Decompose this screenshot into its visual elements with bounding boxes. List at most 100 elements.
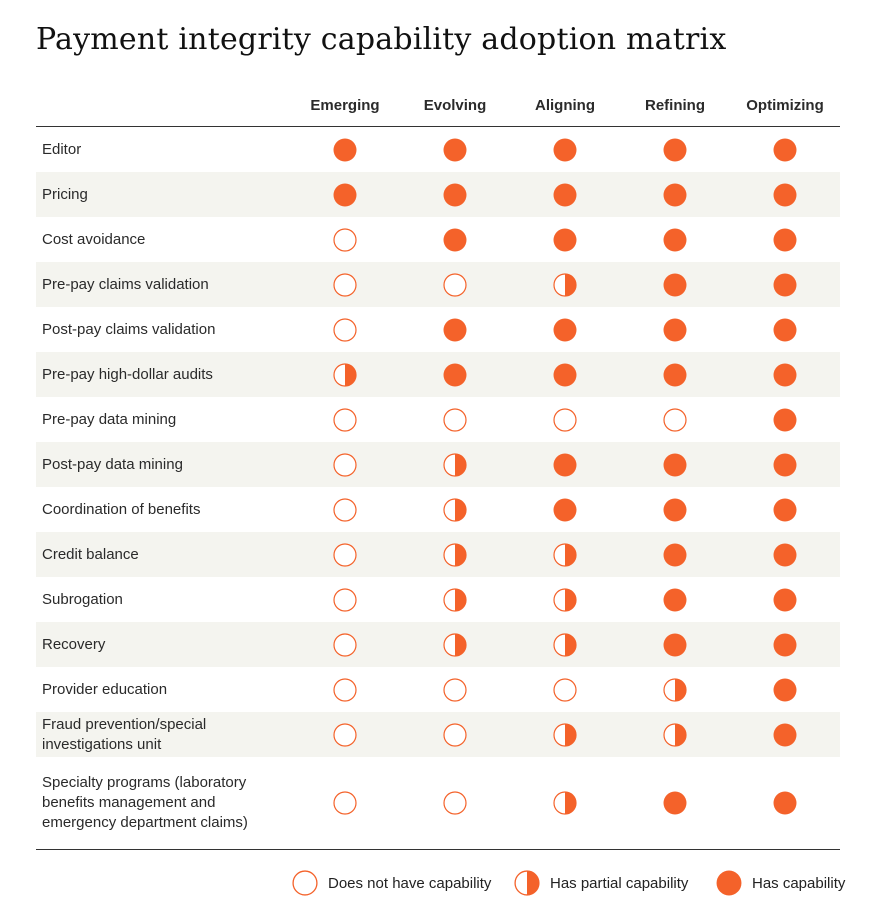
capability-marker-none	[333, 227, 357, 252]
table-row: Credit balance	[36, 532, 840, 577]
capability-marker-partial	[553, 272, 577, 297]
capability-marker-full	[443, 138, 467, 162]
capability-marker-full	[663, 183, 687, 207]
table-row: Pre-pay claims validation	[36, 262, 840, 307]
capability-marker-partial	[553, 722, 577, 747]
table-row: Recovery	[36, 622, 840, 667]
capability-marker-full	[773, 138, 797, 162]
capability-marker-full	[773, 408, 797, 432]
capability-marker-none	[443, 272, 467, 297]
capability-marker-full	[553, 228, 577, 252]
capability-marker-full	[553, 183, 577, 207]
row-label: Pre-pay claims validation	[42, 275, 209, 293]
capability-marker-full	[773, 588, 797, 612]
row-label: Subrogation	[42, 590, 123, 608]
capability-marker-full	[443, 228, 467, 252]
capability-marker-partial	[553, 542, 577, 567]
capability-marker-none	[333, 677, 357, 702]
row-label: Post-pay claims validation	[42, 320, 216, 338]
capability-marker-full	[553, 363, 577, 387]
table-row: Pre-pay high-dollar audits	[36, 352, 840, 397]
capability-marker-partial	[443, 497, 467, 522]
capability-marker-full	[443, 363, 467, 387]
legend-marker-full	[716, 870, 752, 896]
capability-marker-full	[553, 453, 577, 477]
capability-marker-full	[773, 453, 797, 477]
legend-marker-partial	[514, 870, 550, 896]
capability-marker-full	[773, 318, 797, 342]
capability-marker-full	[773, 678, 797, 702]
capability-marker-full	[663, 633, 687, 657]
capability-marker-full	[443, 183, 467, 207]
column-header-emerging: Emerging	[310, 97, 380, 114]
capability-marker-none	[443, 722, 467, 747]
capability-marker-full	[663, 453, 687, 477]
table-row: Pricing	[36, 172, 840, 217]
table-row: Specialty programs (laboratory benefits …	[36, 757, 840, 849]
capability-marker-none	[333, 632, 357, 657]
capability-marker-full	[663, 273, 687, 297]
capability-marker-full	[663, 791, 687, 815]
capability-marker-full	[663, 543, 687, 567]
table-row: Coordination of benefits	[36, 487, 840, 532]
legend-item-full: Has capability	[716, 869, 845, 897]
capability-marker-full	[773, 633, 797, 657]
table-row: Subrogation	[36, 577, 840, 622]
table-row: Pre-pay data mining	[36, 397, 840, 442]
bottom-rule	[36, 849, 840, 850]
row-label: Post-pay data mining	[42, 455, 183, 473]
column-header-optimizing: Optimizing	[746, 97, 824, 114]
capability-marker-full	[333, 183, 357, 207]
capability-marker-full	[553, 498, 577, 522]
capability-marker-none	[333, 272, 357, 297]
row-label: Cost avoidance	[42, 230, 146, 248]
capability-marker-partial	[663, 677, 687, 702]
row-label: Credit balance	[42, 545, 139, 563]
capability-marker-none	[553, 677, 577, 702]
capability-marker-partial	[333, 362, 357, 387]
legend-label: Has partial capability	[550, 874, 689, 892]
row-label: Pre-pay data mining	[42, 410, 177, 428]
row-label: Pricing	[42, 185, 88, 203]
legend-item-partial: Has partial capability	[514, 869, 688, 897]
capability-marker-none	[443, 407, 467, 432]
capability-marker-none	[333, 452, 357, 477]
capability-marker-partial	[443, 452, 467, 477]
capability-marker-none	[443, 677, 467, 702]
capability-marker-partial	[553, 791, 577, 815]
capability-marker-full	[663, 318, 687, 342]
row-label: Specialty programs (laboratory benefits …	[42, 774, 248, 831]
row-label: Pre-pay high-dollar audits	[42, 365, 213, 383]
capability-marker-full	[773, 228, 797, 252]
table-row: Fraud prevention/special investigations …	[36, 712, 840, 757]
column-header-evolving: Evolving	[423, 97, 487, 114]
capability-marker-none	[333, 542, 357, 567]
legend-label: Does not have capability	[328, 874, 492, 892]
capability-marker-none	[553, 407, 577, 432]
capability-marker-none	[333, 407, 357, 432]
column-header-row: Emerging Evolving Aligning Refining Optimizi…	[36, 90, 840, 126]
capability-marker-none	[443, 791, 467, 815]
capability-marker-full	[553, 138, 577, 162]
table-row: Editor	[36, 127, 840, 172]
row-label: Fraud prevention/special investigations …	[42, 715, 207, 753]
capability-marker-none	[333, 317, 357, 342]
capability-marker-full	[773, 791, 797, 815]
capability-marker-full	[773, 543, 797, 567]
chart-title: Payment integrity capability adoption ma…	[36, 22, 727, 57]
capability-marker-full	[773, 273, 797, 297]
matrix-body: Editor Pricing Cost avoidance Pre-pay claim…	[36, 127, 840, 849]
row-label: Editor	[42, 140, 82, 158]
capability-marker-full	[773, 363, 797, 387]
column-header-refining: Refining	[645, 97, 705, 114]
capability-marker-partial	[663, 722, 687, 747]
legend-item-none: Does not have capability	[292, 869, 491, 897]
capability-marker-none	[333, 497, 357, 522]
capability-marker-full	[443, 318, 467, 342]
column-header-aligning: Aligning	[535, 97, 595, 114]
capability-marker-partial	[553, 587, 577, 612]
capability-marker-none	[333, 722, 357, 747]
capability-marker-full	[773, 498, 797, 522]
capability-marker-full	[773, 723, 797, 747]
capability-marker-full	[333, 138, 357, 162]
